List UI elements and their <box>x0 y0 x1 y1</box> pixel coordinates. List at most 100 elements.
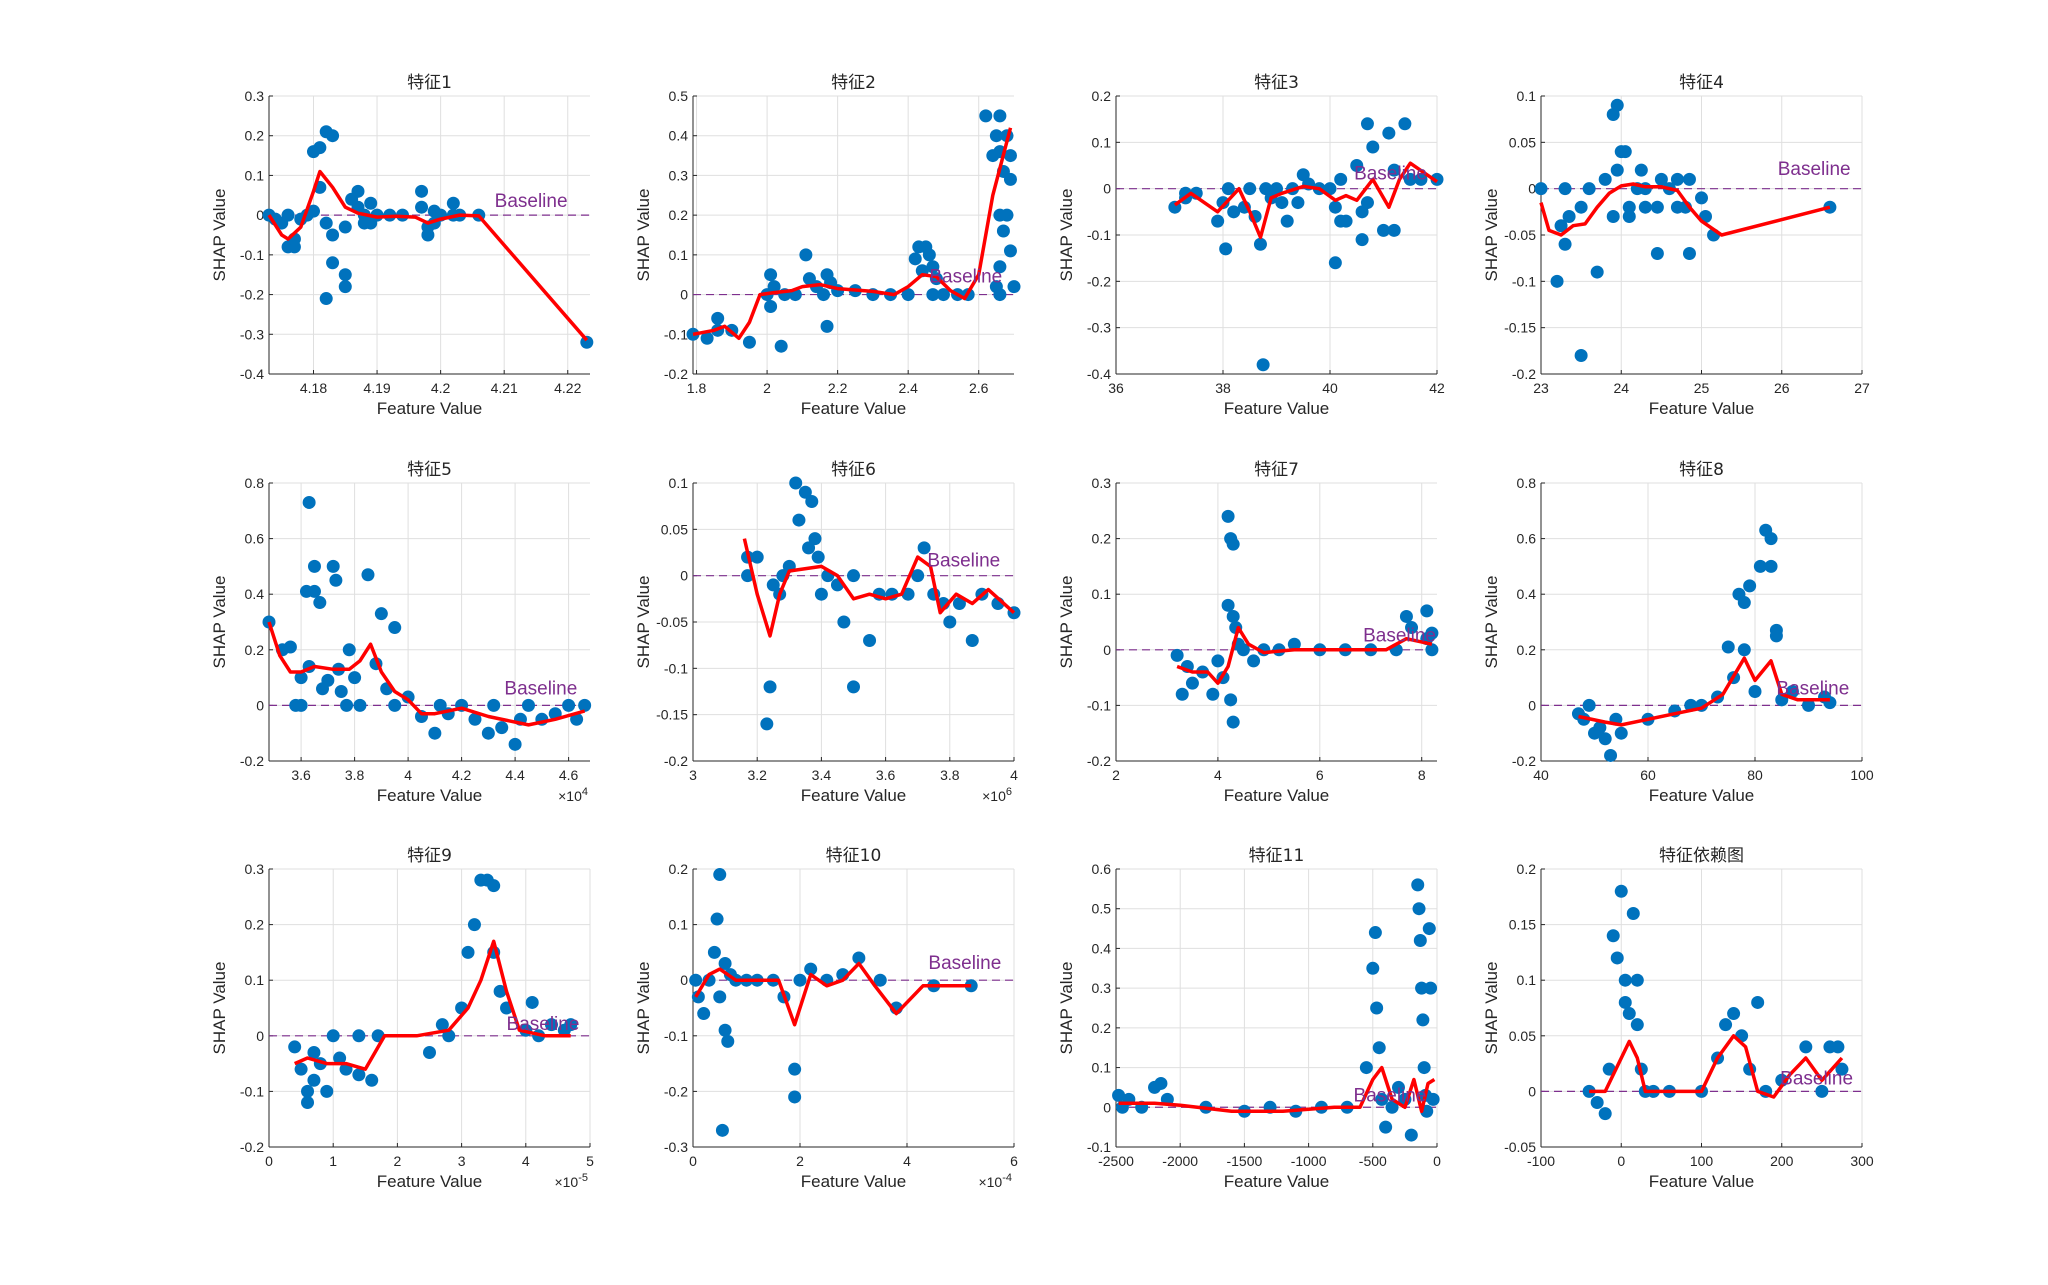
data-point <box>1368 926 1382 940</box>
data-point <box>1670 172 1684 186</box>
data-point <box>487 698 501 712</box>
data-point <box>288 1040 302 1054</box>
data-point <box>570 712 584 726</box>
data-point <box>697 1007 711 1021</box>
data-point <box>802 541 816 555</box>
subplot-title: 特征9 <box>407 846 452 866</box>
data-point <box>1727 1007 1741 1021</box>
y-tick-label: -0.05 <box>1504 1139 1536 1155</box>
data-point <box>1622 1007 1636 1021</box>
x-tick-label: 200 <box>1770 1153 1794 1169</box>
data-point <box>837 615 851 629</box>
data-point <box>1753 559 1767 573</box>
x-tick-label: -1000 <box>1291 1153 1327 1169</box>
data-point <box>742 335 756 349</box>
data-point <box>788 1062 802 1076</box>
data-point <box>421 228 435 242</box>
data-point <box>1372 1041 1386 1055</box>
smoothed-trend-line <box>1578 656 1830 727</box>
y-tick-label: 0.15 <box>1509 917 1536 933</box>
x-tick-label: 60 <box>1640 767 1656 783</box>
smoothed-trend-line <box>692 127 1013 341</box>
data-point <box>1835 1062 1849 1076</box>
y-tick-label: -0.1 <box>664 1028 688 1044</box>
data-point <box>715 1123 729 1137</box>
x-tick-label: 2 <box>1112 767 1120 783</box>
data-point <box>428 726 442 740</box>
y-tick-label: 0.1 <box>669 475 689 491</box>
data-point <box>847 680 860 694</box>
data-point <box>364 196 378 210</box>
subplot-title: 特征8 <box>1679 460 1724 480</box>
data-point <box>1411 878 1425 892</box>
data-point <box>1425 643 1439 657</box>
y-tick-label: -0.2 <box>240 753 264 769</box>
x-tick-label: 0 <box>689 1153 697 1169</box>
y-tick-label: 0.1 <box>1517 88 1537 104</box>
x-tick-label: 1 <box>329 1153 337 1169</box>
x-tick-label: -2000 <box>1162 1153 1198 1169</box>
x-tick-label: 4.4 <box>505 767 525 783</box>
baseline-annotation: Baseline <box>504 678 577 699</box>
data-point <box>351 184 365 198</box>
subplot-11: -2500 -2000 -1500 -1000 -500 0 -0.1 0 0.1 0.2 0.3 0… <box>1057 846 1441 1191</box>
x-tick-label: 4 <box>522 1153 530 1169</box>
y-axis-label: SHAP Value <box>1482 189 1501 282</box>
data-point <box>1534 182 1548 196</box>
y-tick-label: -0.15 <box>1504 320 1536 336</box>
data-point <box>1405 621 1419 635</box>
subplot-title: 特征7 <box>1254 460 1299 480</box>
data-point <box>1256 358 1270 372</box>
data-point <box>564 1018 578 1032</box>
y-tick-label: 0 <box>1528 697 1536 713</box>
data-point <box>1227 205 1241 219</box>
data-point <box>936 288 950 302</box>
y-tick-label: 0.2 <box>245 128 265 144</box>
data-point <box>996 224 1010 238</box>
x-tick-label: 25 <box>1694 380 1710 396</box>
data-point <box>1253 237 1267 251</box>
data-point <box>1831 1040 1845 1054</box>
data-point <box>1236 643 1250 657</box>
y-axis-label: SHAP Value <box>210 962 229 1055</box>
data-point <box>863 634 877 648</box>
data-point <box>1154 1076 1168 1090</box>
x-tick-label: 2 <box>394 1153 402 1169</box>
data-point <box>281 208 295 222</box>
data-point <box>707 945 721 959</box>
data-point <box>1175 687 1189 701</box>
x-tick-label: -1500 <box>1226 1153 1262 1169</box>
subplot-6: 3 3.2 3.4 3.6 3.8 4 -0.2 -0.15 -0.1 -0.05 0 0.05 0.1… <box>634 460 1021 805</box>
data-point <box>1185 676 1199 690</box>
data-point <box>908 252 922 266</box>
data-point <box>808 532 822 546</box>
data-point <box>329 573 343 587</box>
x-tick-label: -2500 <box>1098 1153 1134 1169</box>
data-point <box>1590 265 1604 279</box>
data-point <box>319 216 333 230</box>
smoothed-trend-line <box>293 939 571 1071</box>
data-point <box>713 868 727 882</box>
data-point <box>334 685 348 698</box>
x-tick-label: 8 <box>1418 767 1426 783</box>
y-tick-label: -0.2 <box>1087 753 1111 769</box>
x-axis-label: Feature Value <box>1649 1172 1755 1191</box>
data-point <box>1695 191 1708 205</box>
x-tick-label: 4 <box>1214 767 1222 783</box>
data-point <box>1610 98 1624 112</box>
data-point <box>1000 208 1014 222</box>
subplot-title: 特征4 <box>1679 73 1724 93</box>
data-point <box>1430 172 1444 186</box>
data-point <box>1226 609 1240 623</box>
baseline-annotation: Baseline <box>1776 678 1849 699</box>
y-tick-label: 0.5 <box>669 88 689 104</box>
baseline-annotation: Baseline <box>1780 1069 1853 1090</box>
data-point <box>1562 209 1576 223</box>
data-point <box>525 995 539 1009</box>
data-point <box>1764 559 1778 573</box>
data-point <box>544 1018 558 1032</box>
data-point <box>1598 732 1612 746</box>
subplot-12: -100 0 100 200 300 -0.05 0 0.05 0.1 0.15 0.2 特征依赖图 F… <box>1482 846 1874 1191</box>
data-point <box>1360 117 1374 131</box>
y-tick-label: -0.1 <box>1512 273 1536 289</box>
